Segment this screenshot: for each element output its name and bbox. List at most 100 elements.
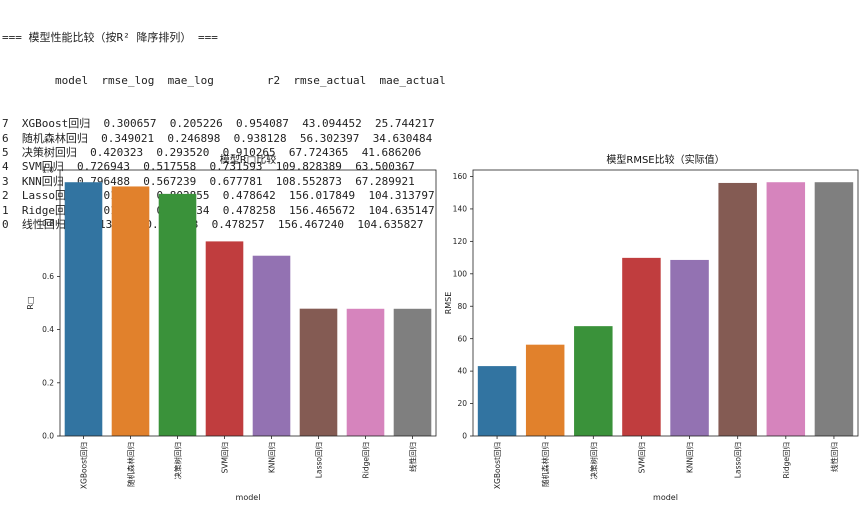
x-axis-label: model xyxy=(236,493,261,502)
console-cell-idx: 6 xyxy=(2,131,9,145)
chart-title: 模型RMSE比较（实际值） xyxy=(606,153,724,166)
bar-3 xyxy=(158,193,197,436)
x-tick-label: 线性回归 xyxy=(829,442,839,472)
console-cell-rmse_log: 0.420323 xyxy=(90,146,144,159)
console-cell-mae_log: 0.205226 xyxy=(169,117,223,131)
y-tick-label: 100 xyxy=(453,269,468,278)
console-cell-idx: 0 xyxy=(2,217,9,231)
console-cell-mae_actual: 25.744217 xyxy=(375,117,435,131)
y-axis-label: RMSE xyxy=(444,292,453,315)
y-tick-label: 20 xyxy=(457,399,467,408)
console-cell-mae_actual: 104.635147 xyxy=(368,203,435,217)
y-tick-label: 0 xyxy=(462,432,467,441)
y-tick-label: 60 xyxy=(457,334,467,343)
y-tick-label: 0.8 xyxy=(42,219,54,228)
x-tick-label: SVM回归 xyxy=(220,442,230,473)
bar-5 xyxy=(252,255,291,436)
console-cell-mae_actual: 104.313797 xyxy=(368,189,435,203)
console-header: === 模型性能比较（按R² 降序排列） === xyxy=(2,30,218,44)
x-tick-label: 线性回归 xyxy=(408,442,418,472)
x-tick-label: Lasso回归 xyxy=(733,442,743,478)
console-cell-rmse_actual: 43.094452 xyxy=(302,117,362,131)
chart-rmse: 0 20 40 60 80 100 120 140 160 XGBoost回归 随机森林回归 决策树回… xyxy=(444,153,859,502)
console-row: 7 XGBoost回归 0.300657 0.205226 0.954087 4… xyxy=(2,117,562,131)
y-tick-label: 40 xyxy=(457,367,467,376)
x-tick-label: XGBoost回归 xyxy=(492,442,502,489)
console-cell-model: SVM回归 xyxy=(21,160,64,174)
console-cell-r2: 0.478642 xyxy=(222,189,276,203)
console-cell-r2: 0.478258 xyxy=(222,203,276,217)
console-cell-mae_actual: 34.630484 xyxy=(372,131,433,145)
x-tick-label: KNN回归 xyxy=(267,442,277,473)
console-cell-mae_log: 0.567239 xyxy=(143,174,197,188)
console-cell-r2: 0.910265 xyxy=(222,146,276,159)
bar-6 xyxy=(718,182,757,436)
x-tick-label: Ridge回归 xyxy=(361,442,371,478)
bar-2 xyxy=(111,186,150,436)
bar-6 xyxy=(299,308,338,436)
bar-8 xyxy=(393,308,432,436)
bar-5 xyxy=(670,259,709,436)
console-cell-idx: 7 xyxy=(2,117,9,131)
console-cell-rmse_actual: 108.552873 xyxy=(275,174,342,188)
y-tick-label: 1.0 xyxy=(42,166,54,175)
console-cell-idx: 4 xyxy=(2,160,9,174)
bar-4 xyxy=(622,257,661,436)
x-tick-label: XGBoost回归 xyxy=(79,442,89,489)
x-tick-label: 决策树回归 xyxy=(173,442,183,480)
x-tick-label: Lasso回归 xyxy=(314,442,324,478)
x-tick-label: Ridge回归 xyxy=(781,442,791,478)
x-tick-label: 决策树回归 xyxy=(588,442,598,480)
plot-frame xyxy=(472,169,859,437)
bar-7 xyxy=(346,308,385,436)
y-tick-label: 0.4 xyxy=(42,325,54,334)
bar-7 xyxy=(766,182,806,436)
console-cell-rmse_actual: 56.302397 xyxy=(299,131,360,145)
console-cell-idx: 2 xyxy=(2,189,9,203)
x-tick-label: SVM回归 xyxy=(636,442,646,473)
console-row: 5 决策树回归 0.420323 0.293520 0.910265 67.72… xyxy=(2,146,562,160)
console-cell-mae_log: 0.293520 xyxy=(156,146,210,159)
x-tick-label: 随机森林回归 xyxy=(126,442,136,487)
y-tick-label: 0.6 xyxy=(42,272,54,281)
console-cell-r2: 0.954087 xyxy=(235,117,289,131)
y-tick-label: 140 xyxy=(453,205,468,214)
console-cell-idx: 5 xyxy=(2,146,9,159)
console-row: 6 随机森林回归 0.349021 0.246898 0.938128 56.3… xyxy=(2,132,562,146)
bar-4 xyxy=(205,241,244,436)
bar-1 xyxy=(477,366,517,436)
console-cell-r2: 0.478257 xyxy=(211,217,265,231)
console-cell-model: XGBoost回归 xyxy=(21,117,91,131)
x-tick-label: 随机森林回归 xyxy=(540,442,550,487)
console-cell-r2: 0.938128 xyxy=(233,131,287,145)
console-cell-r2: 0.677781 xyxy=(209,174,263,188)
console-cell-idx: 3 xyxy=(2,174,9,188)
console-cell-rmse_actual: 67.724365 xyxy=(288,146,349,159)
console-cell-idx: 1 xyxy=(2,203,9,217)
console-cell-model: 随机森林回归 xyxy=(21,131,88,145)
x-tick-label: KNN回归 xyxy=(685,442,695,473)
chart-r2: 0.0 0.2 0.4 0.6 0.8 1.0 XGBoost回归 随机森林回归 决策树回归 SV… xyxy=(26,153,437,502)
console-cell-model: Ridge回归 xyxy=(21,203,77,217)
console-cell-mae_actual: 104.635827 xyxy=(357,217,424,231)
console-cell-model: 线性回归 xyxy=(21,217,66,231)
console-cell-model: Lasso回归 xyxy=(21,189,77,203)
console-cell-mae_actual: 67.289921 xyxy=(355,174,415,188)
console-cell-model: 决策树回归 xyxy=(21,146,77,159)
y-axis-label: R□ xyxy=(26,296,35,309)
bar-2 xyxy=(525,344,565,436)
console-cell-rmse_actual: 156.467240 xyxy=(277,217,345,231)
console-cell-rmse_actual: 156.017849 xyxy=(288,189,356,203)
y-tick-label: 80 xyxy=(457,302,467,311)
console-cell-mae_log: 0.246898 xyxy=(167,131,221,145)
console-cell-mae_actual: 41.686206 xyxy=(361,146,422,159)
y-tick-label: 160 xyxy=(453,172,468,181)
console-cell-model: KNN回归 xyxy=(21,174,64,188)
console-cell-rmse_log: 0.349021 xyxy=(101,131,155,145)
bar-3 xyxy=(574,326,613,436)
plot-frame xyxy=(59,169,437,437)
y-tick-label: 120 xyxy=(453,237,468,246)
y-tick-label: 0.0 xyxy=(42,432,54,441)
y-tick-label: 0.2 xyxy=(42,378,54,387)
